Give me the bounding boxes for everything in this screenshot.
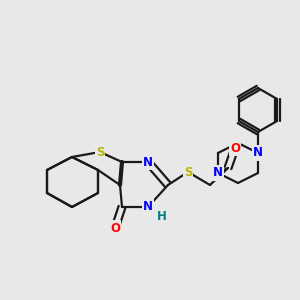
- Text: O: O: [230, 142, 240, 154]
- Text: N: N: [213, 167, 223, 179]
- Text: N: N: [143, 200, 153, 214]
- Text: N: N: [143, 155, 153, 169]
- Text: H: H: [157, 211, 167, 224]
- Text: N: N: [253, 146, 263, 160]
- Text: O: O: [110, 221, 120, 235]
- Text: S: S: [184, 166, 192, 178]
- Text: S: S: [96, 146, 104, 158]
